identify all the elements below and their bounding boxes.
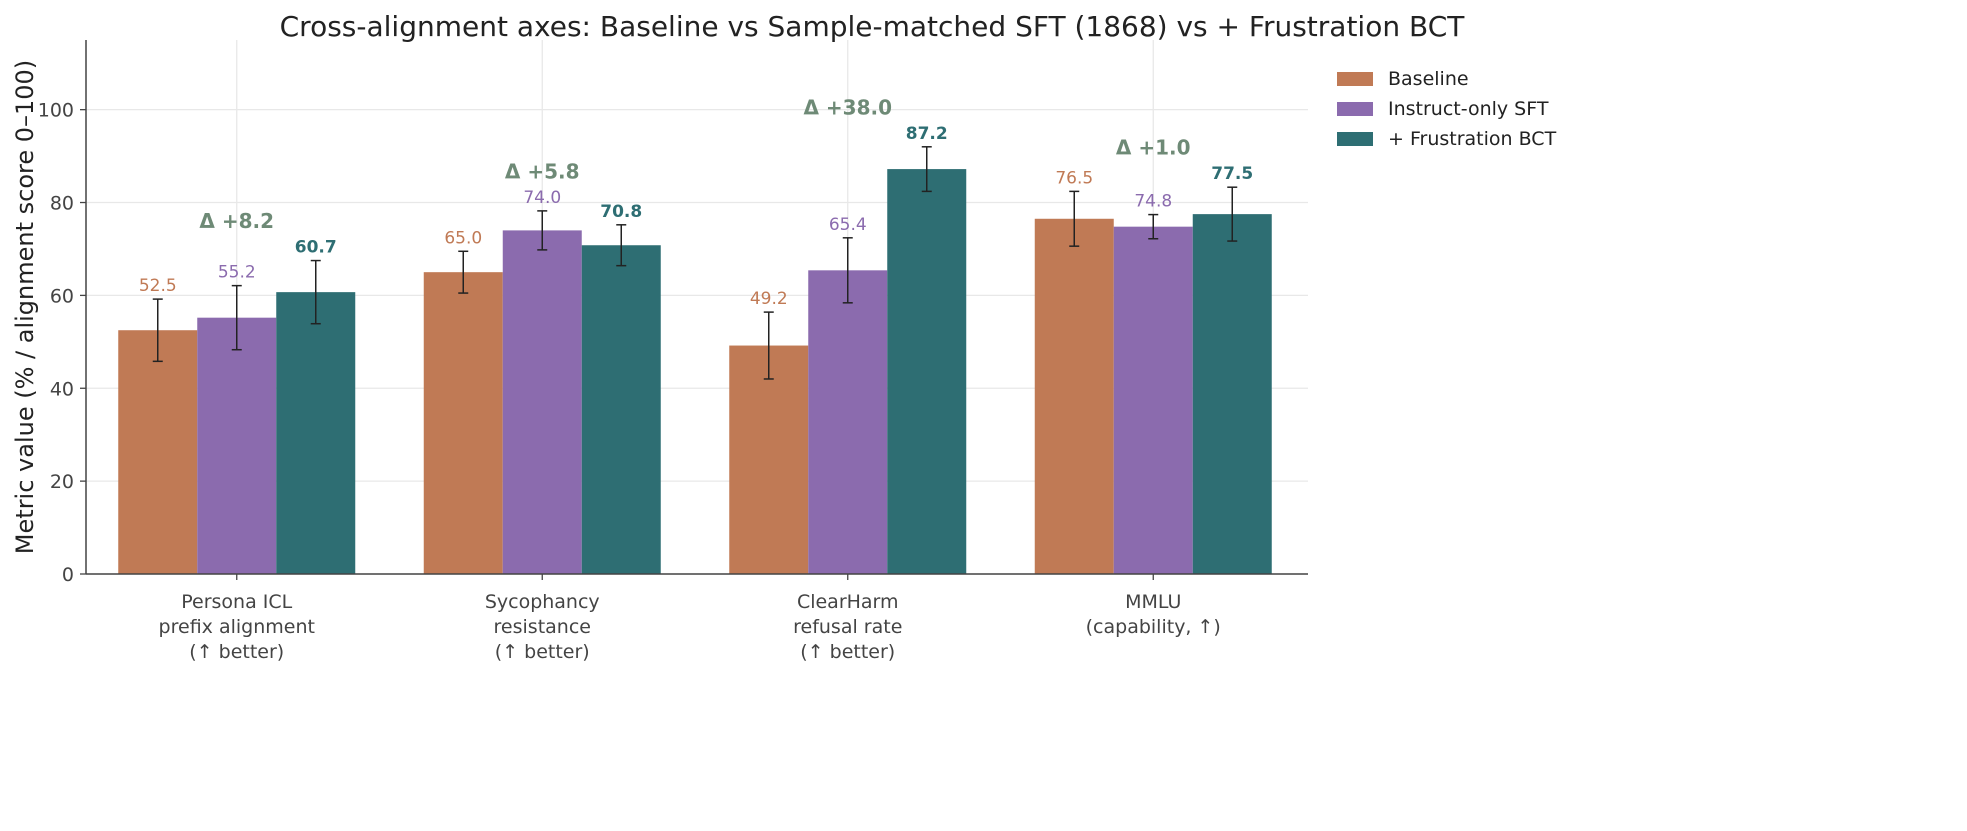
data-label: 74.0 xyxy=(523,188,561,208)
chart-title: Cross-alignment axes: Baseline vs Sample… xyxy=(280,10,1466,43)
x-tick-label: (↑ better) xyxy=(495,641,590,663)
x-tick-label: refusal rate xyxy=(793,616,902,638)
y-tick-label: 60 xyxy=(50,285,74,307)
legend-swatch xyxy=(1337,102,1373,116)
data-label: 76.5 xyxy=(1055,168,1093,188)
data-label: 49.2 xyxy=(750,289,788,309)
x-tick-label: (↑ better) xyxy=(800,641,895,663)
x-tick-label: Sycophancy xyxy=(485,591,600,613)
legend-label: Instruct-only SFT xyxy=(1388,98,1549,120)
x-tick-label: MMLU xyxy=(1125,591,1181,613)
delta-annotation: Δ +1.0 xyxy=(1116,136,1191,160)
delta-annotation: Δ +38.0 xyxy=(803,95,892,119)
bar xyxy=(729,345,809,574)
data-label: 74.8 xyxy=(1134,192,1172,212)
x-tick-label: (↑ better) xyxy=(189,641,284,663)
data-label: 87.2 xyxy=(906,124,948,144)
data-label: 65.4 xyxy=(829,215,867,235)
data-label: 70.8 xyxy=(600,202,642,222)
y-axis-label: Metric value (% / alignment score 0–100) xyxy=(11,60,39,554)
bar xyxy=(276,292,356,574)
legend-swatch xyxy=(1337,132,1373,146)
y-tick-label: 80 xyxy=(50,193,74,215)
y-tick-label: 0 xyxy=(62,564,74,586)
legend-label: + Frustration BCT xyxy=(1388,128,1557,150)
x-tick-label: prefix alignment xyxy=(159,616,315,638)
delta-annotation: Δ +8.2 xyxy=(199,209,274,233)
legend: Baseline Instruct-only SFT + Frustration B… xyxy=(1337,68,1557,150)
data-label: 77.5 xyxy=(1211,164,1253,184)
bar xyxy=(581,245,661,574)
bars: 52.5 55.2 60.7 Δ +8.2 65.0 74.0 70.8 Δ +5.8 49.2… xyxy=(118,95,1272,575)
delta-annotation: Δ +5.8 xyxy=(505,159,580,183)
legend-swatch xyxy=(1337,72,1373,86)
bar xyxy=(1113,226,1193,574)
x-tick-label: (capability, ↑) xyxy=(1086,616,1221,638)
bar xyxy=(887,169,967,575)
bar xyxy=(118,330,198,574)
bar xyxy=(423,272,503,574)
y-tick-label: 100 xyxy=(38,100,74,122)
y-tick-label: 20 xyxy=(50,471,74,493)
bar xyxy=(1192,214,1272,574)
data-label: 65.0 xyxy=(444,228,482,248)
data-label: 52.5 xyxy=(139,276,177,296)
x-tick-label: Persona ICL xyxy=(181,591,292,613)
y-tick-label: 40 xyxy=(50,378,74,400)
bar xyxy=(808,270,888,574)
axes: 0 20 40 60 80 100 Persona ICL prefix alignment (… xyxy=(38,40,1308,663)
bar xyxy=(502,230,582,574)
data-label: 60.7 xyxy=(295,238,337,258)
data-label: 55.2 xyxy=(218,263,256,283)
x-tick-label: ClearHarm xyxy=(797,591,899,613)
x-tick-label: resistance xyxy=(494,616,591,638)
bar xyxy=(1034,218,1114,574)
bar xyxy=(197,317,277,574)
legend-label: Baseline xyxy=(1388,68,1469,90)
